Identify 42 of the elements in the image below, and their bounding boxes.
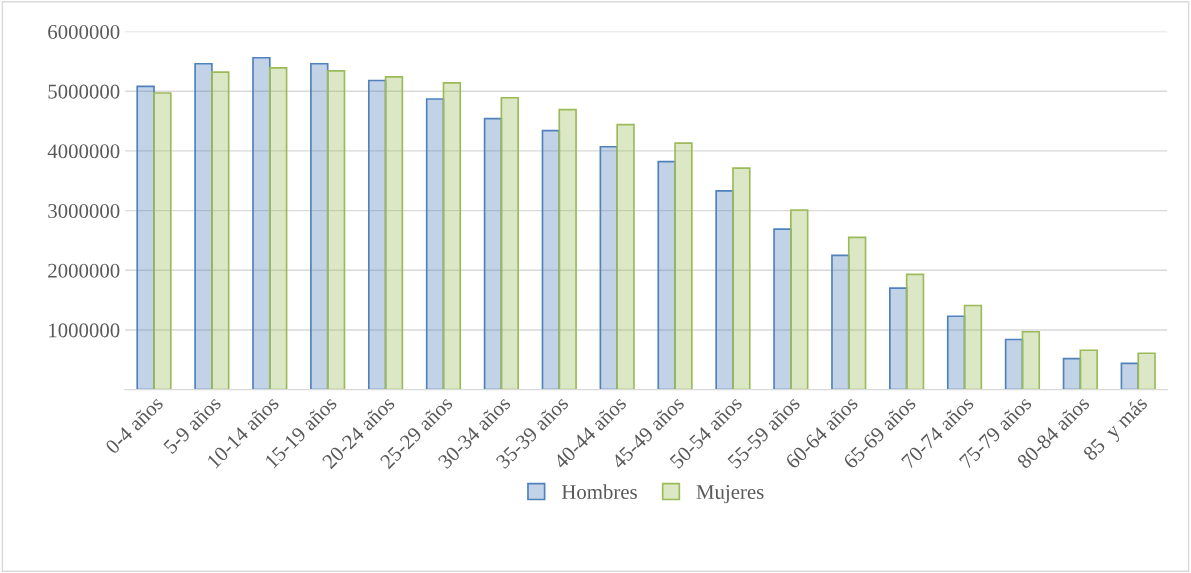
bar: [442, 82, 462, 390]
bar: [1137, 352, 1156, 390]
y-tick-label: 3000000: [48, 203, 120, 219]
y-tick-label: 4000000: [47, 144, 120, 159]
bar: [367, 79, 387, 390]
bar: [252, 56, 271, 390]
bar: [211, 71, 230, 390]
bar: [889, 287, 908, 390]
bar: [1079, 349, 1098, 390]
bar: [946, 315, 966, 390]
legend-label: Hombres: [561, 484, 637, 500]
y-tick-label: 5000000: [48, 84, 120, 99]
bar: [790, 209, 809, 390]
legend-label: Mujeres: [696, 485, 764, 504]
bar: [657, 160, 676, 390]
bar: [773, 228, 792, 390]
bar: [616, 123, 635, 390]
bar: [153, 92, 172, 390]
bar: [831, 254, 850, 390]
bar: [715, 190, 734, 390]
x-tick-label: 0-4 años: [104, 395, 164, 455]
bar: [558, 108, 577, 390]
y-tick-label: 1000000: [49, 323, 120, 338]
bar: [732, 167, 751, 390]
bar: [268, 67, 288, 390]
bar: [1004, 338, 1024, 390]
bar: [1021, 330, 1041, 390]
bar: [483, 117, 503, 390]
bar: [310, 62, 329, 390]
bar: [136, 85, 155, 390]
bar: [326, 70, 346, 390]
bar: [384, 76, 404, 390]
bar: [194, 62, 213, 390]
y-tick-label: 6000000: [48, 24, 120, 39]
bar: [963, 304, 983, 390]
bar: [674, 142, 693, 390]
y-tick-label: 2000000: [48, 263, 120, 278]
bar: [905, 273, 925, 390]
bar: [847, 236, 867, 390]
bar: [425, 98, 445, 390]
bar: [1062, 357, 1082, 390]
bar: [500, 96, 520, 390]
